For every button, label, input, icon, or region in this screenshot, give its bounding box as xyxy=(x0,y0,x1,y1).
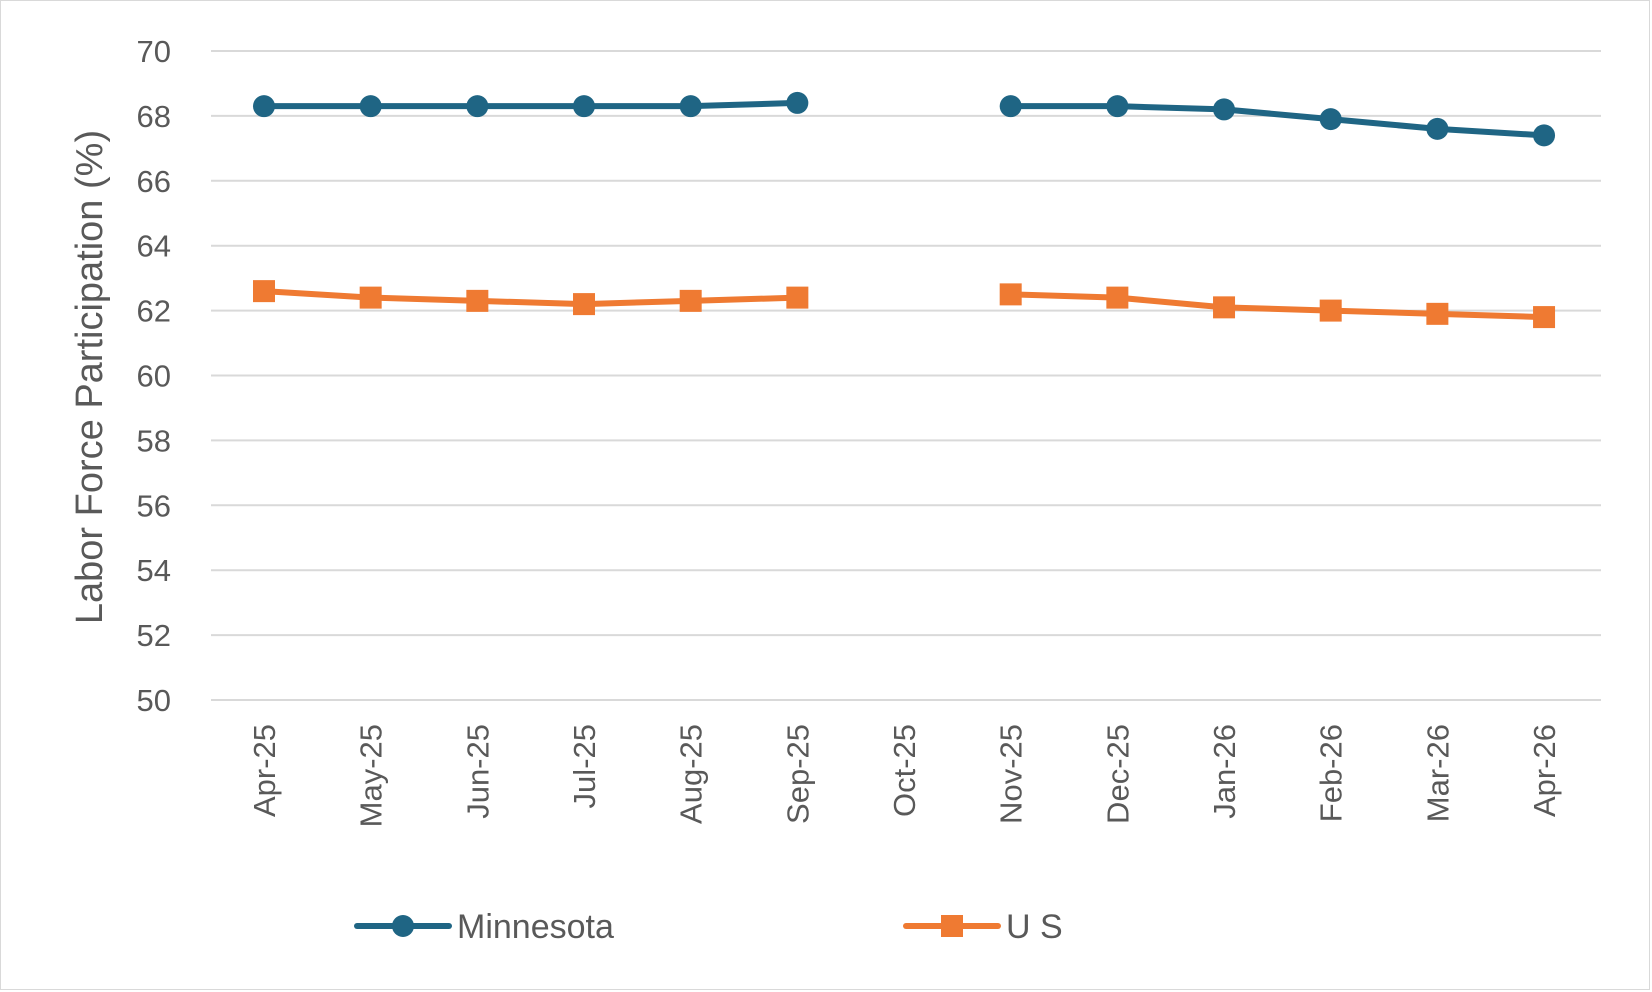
x-tick-label: Dec-25 xyxy=(1100,724,1135,824)
series-group xyxy=(253,91,1556,329)
y-axis-ticks: 50 52 54 56 58 60 62 64 66 68 70 xyxy=(137,34,171,718)
data-point xyxy=(359,95,382,118)
data-point xyxy=(1213,98,1236,121)
y-tick-label: 54 xyxy=(137,553,171,588)
x-axis-ticks: Apr-25 May-25 Jun-25 Jul-25 Aug-25 Sep-25 Oct-… xyxy=(247,724,1562,827)
data-point xyxy=(1106,286,1129,309)
gridlines xyxy=(211,50,1601,701)
y-tick-label: 66 xyxy=(137,164,171,199)
y-tick-label: 70 xyxy=(137,34,171,69)
data-point xyxy=(253,95,275,118)
legend-label: U S xyxy=(1006,908,1063,946)
data-point xyxy=(1319,299,1342,322)
y-tick-label: 64 xyxy=(137,229,171,264)
data-point xyxy=(1319,108,1342,131)
data-point xyxy=(679,95,702,118)
x-tick-label: Feb-26 xyxy=(1314,724,1349,822)
data-point xyxy=(573,95,596,118)
y-tick-label: 60 xyxy=(137,359,171,394)
data-point xyxy=(786,91,809,114)
y-tick-label: 50 xyxy=(137,683,171,718)
x-tick-label: Jan-26 xyxy=(1207,724,1242,819)
data-point xyxy=(359,286,382,309)
data-point xyxy=(466,289,489,312)
x-tick-label: May-25 xyxy=(354,724,389,827)
y-tick-label: 68 xyxy=(137,99,171,134)
data-point xyxy=(999,95,1022,118)
legend-label: Minnesota xyxy=(457,908,614,946)
y-tick-label: 58 xyxy=(137,423,171,458)
y-tick-label: 62 xyxy=(137,294,171,329)
data-point xyxy=(999,283,1022,306)
data-point xyxy=(1106,95,1129,118)
series-line xyxy=(1007,291,1548,321)
series-0 xyxy=(253,91,1556,147)
y-tick-label: 56 xyxy=(137,488,171,523)
data-point xyxy=(1533,306,1556,329)
series-line xyxy=(261,288,801,308)
legend-marker xyxy=(392,915,414,937)
legend-marker xyxy=(941,915,963,937)
data-point xyxy=(1533,124,1556,147)
x-tick-label: Apr-25 xyxy=(247,724,282,817)
x-tick-label: Jul-25 xyxy=(567,724,602,808)
x-tick-label: Oct-25 xyxy=(887,724,922,817)
data-point xyxy=(1426,117,1449,140)
data-point xyxy=(573,293,596,316)
series-1 xyxy=(253,280,1556,329)
data-point xyxy=(1213,296,1236,319)
data-point xyxy=(786,286,809,309)
data-point xyxy=(679,289,702,312)
x-tick-label: Aug-25 xyxy=(674,724,709,824)
legend: Minnesota U S xyxy=(354,908,1063,946)
series-line xyxy=(261,99,801,110)
x-tick-label: Mar-26 xyxy=(1420,724,1455,822)
x-tick-label: Apr-26 xyxy=(1527,724,1562,817)
x-tick-label: Nov-25 xyxy=(994,724,1029,824)
legend-item: U S xyxy=(903,908,1063,946)
data-point xyxy=(466,95,489,118)
y-tick-label: 52 xyxy=(137,618,171,653)
data-point xyxy=(1426,302,1449,325)
y-axis-label: Labor Force Participation (%) xyxy=(69,130,111,624)
x-tick-label: Sep-25 xyxy=(780,724,815,824)
data-point xyxy=(253,280,275,303)
x-tick-label: Jun-25 xyxy=(460,724,495,819)
series-line xyxy=(1007,103,1548,139)
legend-item: Minnesota xyxy=(354,908,614,946)
